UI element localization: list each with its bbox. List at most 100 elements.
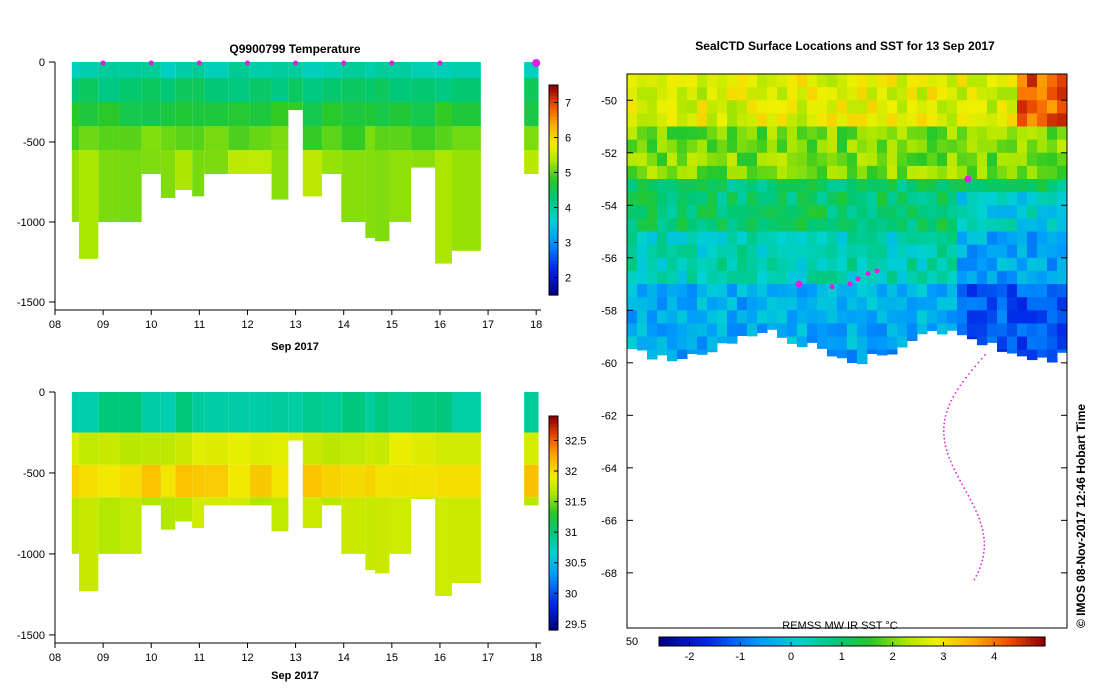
track-dot	[983, 548, 986, 551]
sst-cell	[1047, 152, 1058, 167]
colorbar-swatch	[549, 95, 558, 100]
sst-cell	[897, 310, 908, 324]
sst-cell	[907, 297, 918, 311]
sst-cell	[1017, 152, 1028, 167]
sst-cell	[1037, 270, 1048, 285]
sst-cell	[927, 297, 938, 311]
x-tick-label: 18	[530, 319, 542, 331]
sst-cell	[1037, 349, 1048, 358]
sst-cell	[997, 349, 1008, 352]
sst-cell	[837, 74, 848, 88]
sst-cell	[917, 100, 928, 114]
sst-cell	[1027, 139, 1038, 154]
colorbar-swatch	[549, 562, 558, 567]
map-colorbar-swatch	[823, 637, 829, 646]
section-cell	[71, 432, 80, 465]
sst-cell	[857, 257, 868, 272]
sst-cell	[977, 165, 988, 180]
colorbar-swatch	[549, 207, 558, 212]
sst-cell	[937, 74, 948, 88]
sst-cell	[767, 74, 778, 88]
sst-cell	[657, 152, 668, 167]
map-colorbar-swatch	[890, 637, 897, 646]
sst-cell	[887, 152, 898, 167]
sst-cell	[787, 297, 798, 311]
sst-cell	[677, 323, 688, 338]
sst-cell	[877, 87, 888, 101]
sst-cell	[747, 257, 758, 272]
sst-cell	[737, 192, 748, 206]
sst-cell	[937, 113, 948, 128]
sst-cell	[1007, 297, 1018, 311]
sst-cell	[687, 231, 698, 246]
x-tick-label: 12	[241, 319, 253, 331]
sst-cell	[667, 192, 678, 206]
sst-cell	[767, 231, 778, 246]
sst-cell	[817, 297, 828, 311]
track-dot	[945, 411, 948, 413]
sst-cell	[627, 100, 638, 114]
sst-cell	[667, 218, 678, 233]
sst-cell	[1027, 257, 1038, 272]
sst-cell	[987, 336, 998, 343]
sst-cell	[767, 192, 778, 206]
sst-cell	[837, 113, 848, 128]
sst-cell	[847, 244, 858, 259]
sst-cell	[887, 139, 898, 154]
map-colorbar-swatch	[760, 637, 766, 646]
section-cell	[249, 497, 272, 506]
sst-cell	[777, 113, 788, 128]
sst-cell	[757, 323, 768, 334]
sst-cell	[707, 74, 718, 88]
sst-cell	[727, 165, 738, 180]
sst-cell	[1047, 297, 1058, 311]
sst-cell	[747, 139, 758, 154]
section-cell	[228, 62, 250, 78]
sst-cell	[647, 218, 658, 233]
sst-cell	[897, 284, 908, 298]
colorbar-swatch	[549, 590, 558, 595]
sst-cell	[987, 165, 998, 180]
sst-cell	[1047, 165, 1058, 180]
sst-cell	[747, 284, 758, 298]
colorbar-tick-label: 30	[565, 588, 577, 600]
sst-cell	[677, 336, 688, 351]
map-colorbar-swatch	[1030, 637, 1036, 646]
section-cell	[341, 78, 366, 102]
sst-cell	[897, 100, 908, 114]
sst-cell	[967, 257, 978, 272]
colorbar-swatch	[549, 249, 558, 254]
track-dot	[959, 479, 961, 482]
sst-cell	[687, 323, 698, 338]
map-colorbar-swatch	[702, 637, 708, 646]
sst-cell	[787, 113, 798, 128]
section-cell	[451, 102, 481, 126]
sst-cell	[657, 165, 668, 180]
section-cell	[175, 126, 193, 150]
section-cell	[435, 150, 452, 264]
section-cell	[435, 497, 452, 597]
track-dot	[976, 513, 979, 516]
colorbar-swatch	[549, 155, 558, 160]
colorbar-swatch	[549, 85, 558, 90]
sst-cell	[677, 231, 688, 246]
surface-location-point	[847, 281, 853, 287]
sst-cell	[777, 310, 788, 324]
sst-cell	[817, 192, 828, 206]
colorbar-tick-label: 31.5	[565, 497, 586, 509]
sst-cell	[777, 297, 788, 311]
sst-cell	[807, 192, 818, 206]
sst-cell	[627, 126, 638, 141]
sst-cell	[627, 310, 638, 324]
sst-cell	[987, 231, 998, 246]
sst-cell	[807, 179, 818, 193]
section-cell	[160, 464, 176, 498]
sst-cell	[997, 323, 1008, 338]
track-dot	[965, 491, 968, 493]
x-tick-label: 15	[386, 319, 398, 331]
sst-cell	[767, 323, 778, 330]
sst-cell	[887, 192, 898, 206]
sst-cell	[1037, 310, 1048, 324]
sst-cell	[787, 139, 798, 154]
sst-cell	[977, 152, 988, 167]
